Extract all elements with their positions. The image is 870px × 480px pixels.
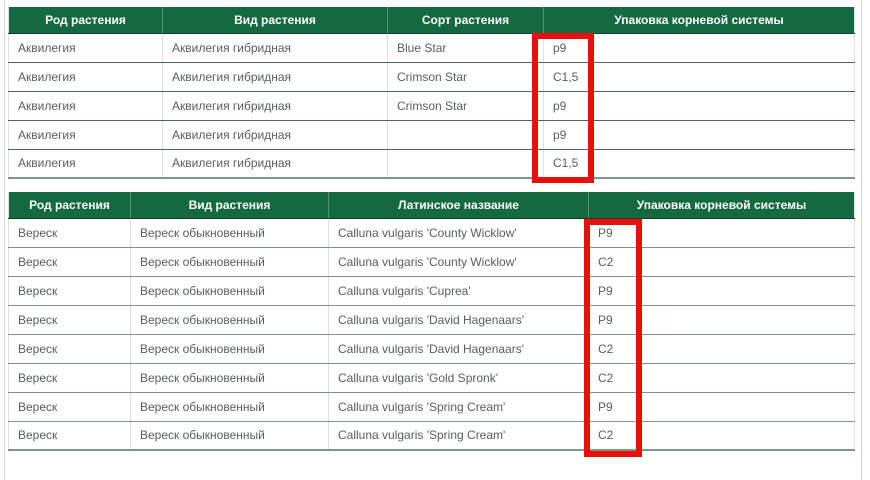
packaging-cell: C2 <box>588 334 855 364</box>
page-left-border <box>4 0 5 480</box>
column-header-genus: Род растения <box>8 192 131 219</box>
column-header-packaging: Упаковка корневой системы <box>543 7 855 34</box>
species-cell: Вереск обыкновенный <box>130 421 329 451</box>
column-header-packaging: Упаковка корневой системы <box>588 192 855 219</box>
column-header-species: Вид растения <box>162 7 388 34</box>
table-row: Аквилегия Аквилегия гибридная C1,5 <box>8 149 855 179</box>
table-row: Вереск Вереск обыкновенный Calluna vulga… <box>8 247 855 277</box>
genus-cell: Вереск <box>8 363 131 393</box>
packaging-cell: p9 <box>543 91 855 121</box>
column-header-latin-name: Латинское название <box>328 192 589 219</box>
latin-table-header: Род растения Вид растения Латинское назв… <box>8 192 855 219</box>
variety-cell: Blue Star <box>387 33 544 63</box>
genus-cell: Аквилегия <box>8 149 163 179</box>
table-row: Аквилегия Аквилегия гибридная Crimson St… <box>8 91 855 121</box>
varieties-table-body: Аквилегия Аквилегия гибридная Blue Star … <box>8 33 855 179</box>
genus-cell: Вереск <box>8 276 131 306</box>
genus-cell: Аквилегия <box>8 120 163 150</box>
latin-name-cell: Calluna vulgaris 'County Wicklow' <box>328 247 589 277</box>
page-right-border <box>861 0 862 480</box>
packaging-cell: p9 <box>543 120 855 150</box>
species-cell: Вереск обыкновенный <box>130 218 329 248</box>
species-cell: Аквилегия гибридная <box>162 120 388 150</box>
genus-cell: Вереск <box>8 421 131 451</box>
table-row: Аквилегия Аквилегия гибридная Crimson St… <box>8 62 855 92</box>
genus-cell: Вереск <box>8 218 131 248</box>
species-cell: Аквилегия гибридная <box>162 33 388 63</box>
packaging-cell: C1,5 <box>543 62 855 92</box>
latin-name-cell: Calluna vulgaris 'David Hagenaars' <box>328 334 589 364</box>
table-row: Вереск Вереск обыкновенный Calluna vulga… <box>8 305 855 335</box>
table-row: Вереск Вереск обыкновенный Calluna vulga… <box>8 218 855 248</box>
packaging-cell: P9 <box>588 276 855 306</box>
variety-cell: Crimson Star <box>387 91 544 121</box>
table-row: Вереск Вереск обыкновенный Calluna vulga… <box>8 421 855 451</box>
packaging-cell: C1,5 <box>543 149 855 179</box>
header-row: Род растения Вид растения Латинское назв… <box>8 192 855 219</box>
latin-name-cell: Calluna vulgaris 'Spring Cream' <box>328 392 589 422</box>
packaging-cell: C2 <box>588 247 855 277</box>
table-row: Аквилегия Аквилегия гибридная p9 <box>8 120 855 150</box>
species-cell: Вереск обыкновенный <box>130 247 329 277</box>
species-cell: Вереск обыкновенный <box>130 305 329 335</box>
genus-cell: Вереск <box>8 392 131 422</box>
species-cell: Аквилегия гибридная <box>162 149 388 179</box>
latin-name-cell: Calluna vulgaris 'David Hagenaars' <box>328 305 589 335</box>
genus-cell: Аквилегия <box>8 91 163 121</box>
latin-name-cell: Calluna vulgaris 'Gold Spronk' <box>328 363 589 393</box>
species-cell: Аквилегия гибридная <box>162 91 388 121</box>
varieties-table-header: Род растения Вид растения Сорт растения … <box>8 7 855 34</box>
species-cell: Вереск обыкновенный <box>130 392 329 422</box>
header-row: Род растения Вид растения Сорт растения … <box>8 7 855 34</box>
variety-cell <box>387 149 544 179</box>
species-cell: Вереск обыкновенный <box>130 363 329 393</box>
variety-cell: Crimson Star <box>387 62 544 92</box>
latin-name-cell: Calluna vulgaris 'County Wicklow' <box>328 218 589 248</box>
table-row: Аквилегия Аквилегия гибридная Blue Star … <box>8 33 855 63</box>
genus-cell: Аквилегия <box>8 62 163 92</box>
packaging-cell: P9 <box>588 218 855 248</box>
column-header-genus: Род растения <box>8 7 163 34</box>
latin-name-cell: Calluna vulgaris 'Cuprea' <box>328 276 589 306</box>
column-header-species: Вид растения <box>130 192 329 219</box>
packaging-cell: C2 <box>588 421 855 451</box>
species-cell: Вереск обыкновенный <box>130 334 329 364</box>
species-cell: Вереск обыкновенный <box>130 276 329 306</box>
table-row: Вереск Вереск обыкновенный Calluna vulga… <box>8 276 855 306</box>
genus-cell: Вереск <box>8 247 131 277</box>
latin-names-table: Род растения Вид растения Латинское назв… <box>8 192 855 451</box>
genus-cell: Аквилегия <box>8 33 163 63</box>
table-row: Вереск Вереск обыкновенный Calluna vulga… <box>8 334 855 364</box>
column-header-variety: Сорт растения <box>387 7 544 34</box>
genus-cell: Вереск <box>8 305 131 335</box>
variety-cell <box>387 120 544 150</box>
varieties-table: Род растения Вид растения Сорт растения … <box>8 7 855 179</box>
latin-name-cell: Calluna vulgaris 'Spring Cream' <box>328 421 589 451</box>
genus-cell: Вереск <box>8 334 131 364</box>
table-row: Вереск Вереск обыкновенный Calluna vulga… <box>8 392 855 422</box>
packaging-cell: P9 <box>588 392 855 422</box>
species-cell: Аквилегия гибридная <box>162 62 388 92</box>
latin-table-body: Вереск Вереск обыкновенный Calluna vulga… <box>8 218 855 451</box>
packaging-cell: C2 <box>588 363 855 393</box>
packaging-cell: p9 <box>543 33 855 63</box>
table-row: Вереск Вереск обыкновенный Calluna vulga… <box>8 363 855 393</box>
packaging-cell: P9 <box>588 305 855 335</box>
